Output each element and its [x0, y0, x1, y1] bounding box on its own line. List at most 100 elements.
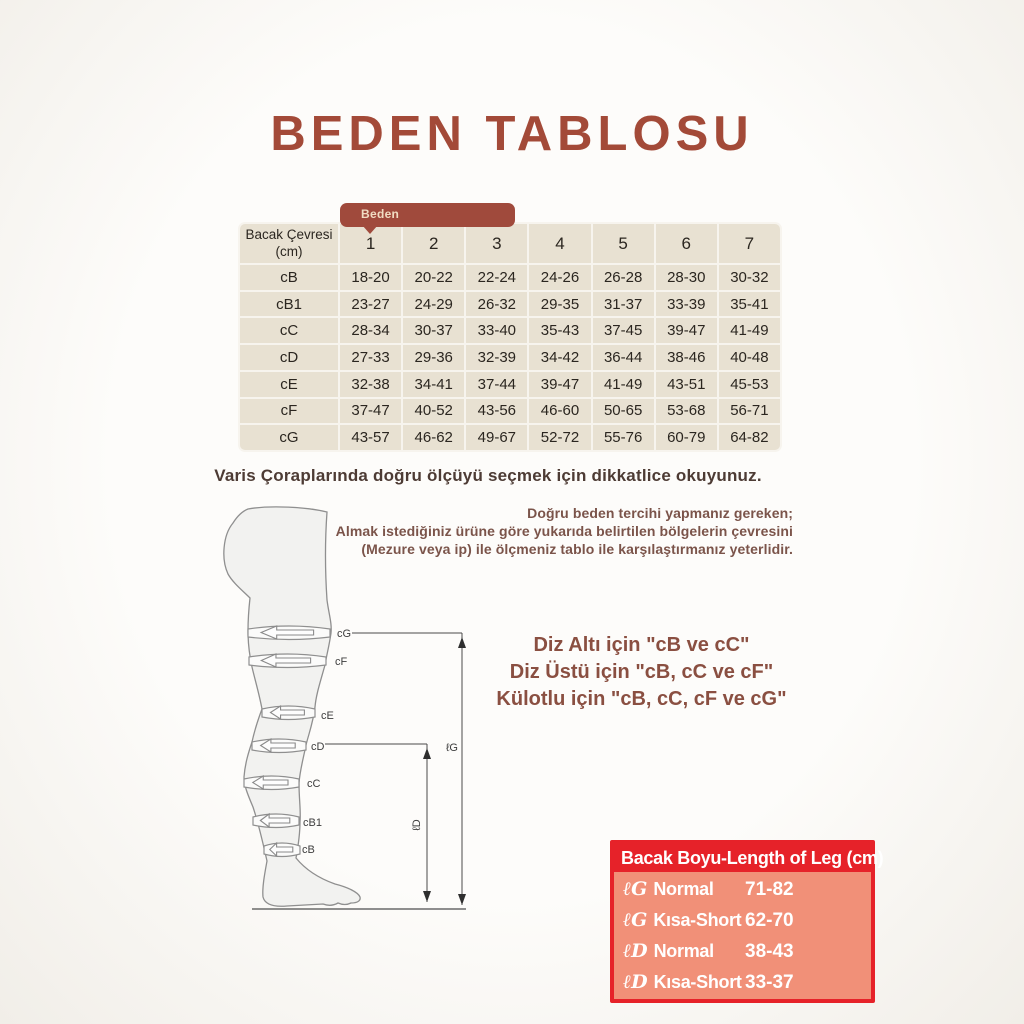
size-cell: 24-26 — [529, 265, 591, 290]
ld-label: ℓD — [411, 819, 423, 831]
size-cell: 29-35 — [529, 291, 591, 317]
size-table-corner-header: Bacak Çevresi (cm) — [240, 224, 338, 263]
leg-length-row: ℓG Normal 71-82 — [614, 874, 871, 905]
row-symbol: ℓD — [623, 971, 648, 993]
row-value: 33-37 — [745, 971, 794, 993]
measure-band-cg — [247, 625, 331, 641]
size-cell: 41-49 — [718, 318, 780, 344]
ld-arrow-down-icon — [423, 891, 431, 902]
size-cell: 20-22 — [403, 265, 465, 290]
leg-length-table: Bacak Boyu-Length of Leg (cm) ℓG Normal 71… — [610, 840, 884, 1003]
size-cell: 35-41 — [718, 291, 780, 317]
size-col-header: 4 — [529, 224, 591, 263]
band-label: cB1 — [303, 817, 322, 829]
size-cell: 43-57 — [340, 425, 402, 450]
beden-tab-notch-icon — [362, 225, 378, 234]
recommendation-line: Diz Üstü için "cB, cC ve cF" — [509, 661, 774, 683]
size-cell: 45-53 — [718, 371, 780, 397]
size-cell: 30-37 — [403, 318, 465, 344]
size-cell: 32-39 — [466, 345, 528, 370]
lg-label: ℓG — [446, 742, 458, 754]
row-label: Normal — [653, 941, 715, 961]
size-cell: 26-32 — [466, 291, 528, 317]
size-cell: 33-40 — [466, 318, 528, 344]
size-cell: 32-38 — [340, 371, 402, 397]
beden-tab: Beden — [340, 203, 515, 227]
size-cell: 43-56 — [466, 398, 528, 424]
instruction-line: Almak istediğiniz ürüne göre yukarıda be… — [335, 523, 793, 539]
size-cell: 27-33 — [340, 345, 402, 370]
size-col-header: 5 — [592, 224, 654, 263]
size-cell: 34-42 — [529, 345, 591, 370]
size-cell: 40-52 — [403, 398, 465, 424]
lg-arrow-down-icon — [458, 894, 466, 905]
size-row-label: cF — [240, 398, 338, 424]
row-label: Normal — [653, 879, 714, 899]
size-cell: 37-44 — [466, 371, 528, 397]
size-cell: 49-67 — [466, 425, 528, 450]
size-row-label: cC — [240, 318, 338, 344]
size-cell: 18-20 — [340, 265, 402, 290]
measure-band-cb1 — [252, 813, 300, 829]
row-symbol: ℓG — [623, 909, 648, 931]
size-cell: 33-39 — [655, 291, 717, 317]
leg-length-header: Bacak Boyu-Length of Leg (cm) — [614, 844, 884, 872]
instruction-line: (Mezure veya ip) ile ölçmeniz tablo ile … — [361, 541, 793, 557]
row-label: Kısa-Short — [653, 910, 742, 930]
size-cell: 56-71 — [718, 398, 780, 424]
size-cell: 29-36 — [403, 345, 465, 370]
leg-length-row: ℓD Normal 38-43 — [614, 936, 871, 967]
measure-band-cd — [251, 738, 307, 754]
size-row-label: cB1 — [240, 291, 338, 317]
size-cell: 28-30 — [655, 265, 717, 290]
measure-band-cb — [263, 842, 301, 858]
size-col-header: 6 — [655, 224, 717, 263]
recommendations: Diz Altı için "cB ve cC" Diz Üstü için "… — [484, 632, 799, 713]
row-symbol: ℓG — [623, 878, 648, 900]
notice-text: Varis Çoraplarında doğru ölçüyü seçmek i… — [214, 466, 762, 485]
size-cell: 39-47 — [529, 371, 591, 397]
size-cell: 53-68 — [655, 398, 717, 424]
leg-length-rows: ℓG Normal 71-82 ℓG Kısa-Short 62-70 ℓD Normal 38… — [614, 872, 871, 998]
size-col-header: 3 — [466, 224, 528, 263]
instructions: Doğru beden tercihi yapmanız gereken; Al… — [336, 504, 793, 558]
size-cell: 34-41 — [403, 371, 465, 397]
size-cell: 22-24 — [466, 265, 528, 290]
size-cell: 26-28 — [592, 265, 654, 290]
lg-arrow-up-icon — [458, 637, 466, 648]
size-col-header: 7 — [718, 224, 780, 263]
instruction-line: Doğru beden tercihi yapmanız gereken; — [527, 505, 793, 521]
measure-band-ce — [261, 705, 316, 721]
size-cell: 41-49 — [592, 371, 654, 397]
band-label: cB — [302, 844, 315, 856]
band-label: cE — [321, 710, 334, 722]
band-label: cD — [311, 741, 325, 753]
size-table: Bacak Çevresi (cm) 1 2 3 4 5 6 7 cB 18-20 20-22 22-… — [238, 222, 782, 452]
ld-arrow-up-icon — [423, 748, 431, 759]
size-cell: 39-47 — [655, 318, 717, 344]
size-cell: 28-34 — [340, 318, 402, 344]
row-value: 38-43 — [745, 940, 794, 962]
leg-diagram: cG cF cE cD cC cB1 cB ℓG ℓD — [223, 506, 466, 910]
size-cell: 36-44 — [592, 345, 654, 370]
size-cell: 60-79 — [655, 425, 717, 450]
size-col-header: 2 — [403, 224, 465, 263]
size-cell: 35-43 — [529, 318, 591, 344]
size-cell: 55-76 — [592, 425, 654, 450]
row-value: 62-70 — [745, 909, 794, 931]
leg-length-row: ℓG Kısa-Short 62-70 — [614, 905, 871, 936]
size-cell: 24-29 — [403, 291, 465, 317]
size-cell: 37-47 — [340, 398, 402, 424]
size-cell: 46-62 — [403, 425, 465, 450]
size-row-label: cE — [240, 371, 338, 397]
measure-band-cf — [248, 653, 327, 669]
band-label: cG — [337, 628, 351, 640]
leg-length-row: ℓD Kısa-Short 33-37 — [614, 967, 871, 998]
size-cell: 37-45 — [592, 318, 654, 344]
size-cell: 38-46 — [655, 345, 717, 370]
size-row-label: cG — [240, 425, 338, 450]
size-cell: 43-51 — [655, 371, 717, 397]
band-label: cF — [335, 656, 348, 668]
size-cell: 23-27 — [340, 291, 402, 317]
measure-band-cc — [243, 775, 300, 791]
